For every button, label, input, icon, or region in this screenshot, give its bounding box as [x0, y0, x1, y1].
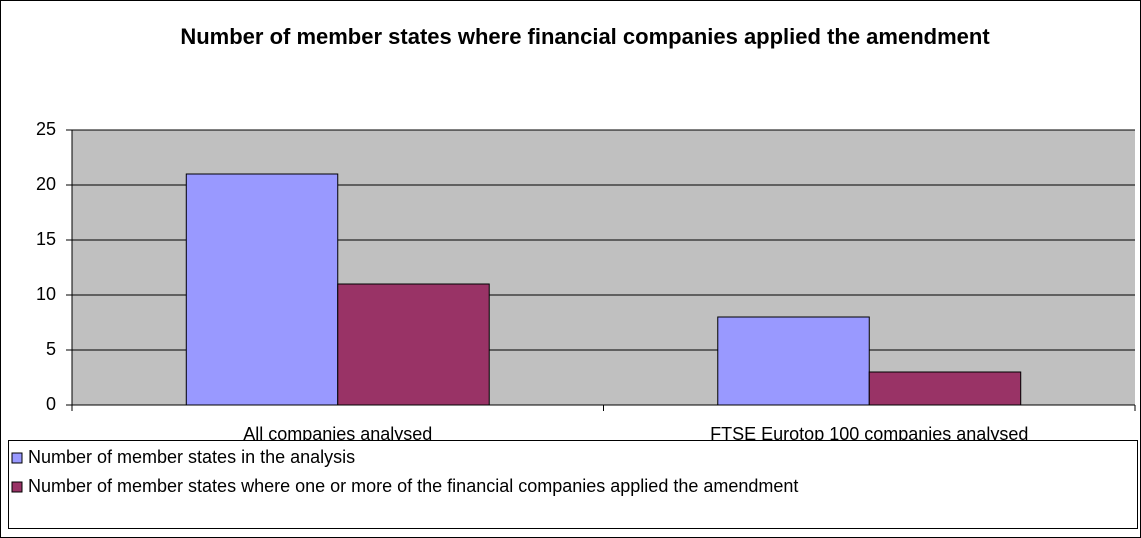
y-tick-label: 15 — [36, 229, 56, 249]
x-tick-label: FTSE Eurotop 100 companies analysed — [710, 424, 1028, 444]
bar — [868, 371, 1022, 406]
chart-title: Number of member states where financial … — [180, 24, 990, 49]
bar — [337, 283, 490, 406]
y-tick-label: 10 — [36, 284, 56, 304]
bar — [717, 316, 870, 406]
bar — [185, 173, 339, 406]
legend-swatch — [11, 481, 23, 493]
legend-box — [8, 440, 1138, 529]
y-tick-label: 0 — [46, 394, 56, 414]
legend-swatch — [11, 452, 23, 464]
y-tick-label: 25 — [36, 119, 56, 139]
x-tick-label: All companies analysed — [243, 424, 432, 444]
y-tick-label: 5 — [46, 339, 56, 359]
legend-label: Number of member states in the analysis — [28, 447, 355, 467]
y-tick-label: 20 — [36, 174, 56, 194]
legend-label: Number of member states where one or mor… — [28, 476, 798, 496]
